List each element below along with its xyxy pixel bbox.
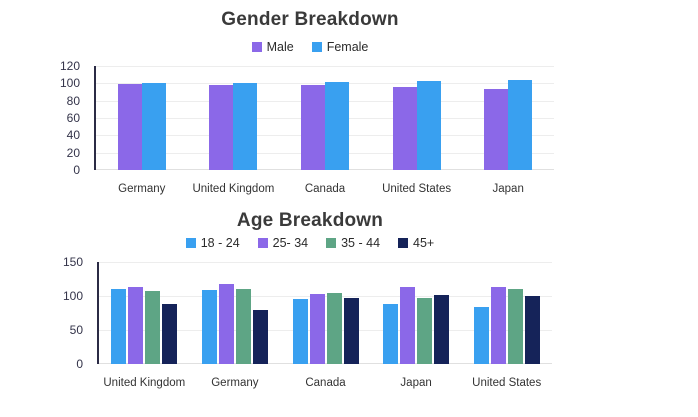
gender-chart-legend: Male Female xyxy=(0,40,620,54)
y-tick-label: 100 xyxy=(59,76,80,91)
bar-age-canada-s2 xyxy=(326,293,342,364)
y-tick-label: 20 xyxy=(66,145,80,160)
x-axis-baseline xyxy=(99,363,552,364)
legend-item-age-3: 45+ xyxy=(398,236,434,250)
legend-swatch-icon xyxy=(311,42,322,52)
legend-label: 25- 34 xyxy=(272,236,309,250)
bar-age-united-kingdom-s2 xyxy=(145,291,161,364)
bar-age-japan-s3 xyxy=(434,294,450,364)
y-tick-label: 50 xyxy=(69,323,83,337)
legend-item-gender-0: Male xyxy=(251,40,294,54)
bar-age-japan-s2 xyxy=(417,298,433,364)
y-tick-label: 0 xyxy=(73,163,80,177)
bar-gender-japan-s1 xyxy=(508,79,533,170)
y-tick-label: 60 xyxy=(66,111,80,125)
y-tick-label: 120 xyxy=(59,59,80,73)
legend-swatch-icon xyxy=(326,238,337,248)
x-category-label: United States xyxy=(382,183,452,195)
bar-gender-germany-s1 xyxy=(141,82,166,170)
bar-age-germany-s0 xyxy=(201,289,217,364)
bar-age-united-kingdom-s3 xyxy=(162,303,178,364)
gridline xyxy=(99,296,552,297)
bar-age-germany-s3 xyxy=(252,309,268,364)
y-tick-label: 80 xyxy=(66,93,80,108)
bar-age-united-kingdom-s0 xyxy=(111,289,127,364)
legend-label: Female xyxy=(326,40,369,54)
bar-age-germany-s1 xyxy=(218,284,234,364)
x-category-label: United Kingdom xyxy=(192,183,275,195)
y-tick-label: 100 xyxy=(62,289,83,303)
bar-age-united-states-s0 xyxy=(473,306,489,364)
gridline xyxy=(96,66,554,67)
bar-gender-canada-s0 xyxy=(301,85,325,170)
legend-swatch-icon xyxy=(257,238,268,248)
gender-chart-plot xyxy=(96,66,554,170)
legend-label: 35 - 44 xyxy=(341,236,381,250)
bar-age-germany-s2 xyxy=(235,289,251,364)
legend-label: 45+ xyxy=(413,236,435,250)
x-category-label: Canada xyxy=(305,377,346,389)
bar-age-canada-s0 xyxy=(292,299,308,364)
bar-age-canada-s1 xyxy=(309,294,325,364)
bar-age-japan-s1 xyxy=(400,287,416,364)
legend-swatch-icon xyxy=(251,42,262,52)
gender-chart-title: Gender Breakdown xyxy=(221,9,399,30)
y-tick-label: 0 xyxy=(76,357,83,371)
bar-age-united-states-s2 xyxy=(507,289,523,364)
bar-gender-united-kingdom-s0 xyxy=(209,85,234,170)
legend-item-age-0: 18 - 24 xyxy=(185,236,240,250)
y-axis-line xyxy=(97,262,99,364)
y-axis-line xyxy=(94,66,96,170)
x-category-label: Germany xyxy=(118,183,166,195)
legend-item-gender-1: Female xyxy=(311,40,369,54)
age-chart-plot xyxy=(99,262,552,364)
gridline xyxy=(99,262,552,263)
x-category-label: Germany xyxy=(211,377,259,389)
legend-label: Male xyxy=(266,40,294,54)
y-tick-label: 40 xyxy=(66,128,80,143)
bar-gender-germany-s0 xyxy=(117,84,142,170)
x-category-label: United States xyxy=(472,377,542,389)
x-category-label: Japan xyxy=(400,377,432,389)
legend-swatch-icon xyxy=(398,238,409,248)
age-chart-legend: 18 - 24 25- 34 35 - 44 45+ xyxy=(0,236,620,250)
bar-age-united-states-s3 xyxy=(524,296,540,364)
bar-age-canada-s3 xyxy=(343,298,359,364)
bar-age-united-kingdom-s1 xyxy=(128,286,144,364)
legend-item-age-2: 35 - 44 xyxy=(326,236,380,250)
y-tick-label: 150 xyxy=(62,255,83,269)
legend-swatch-icon xyxy=(185,238,196,248)
x-category-label: Canada xyxy=(304,183,346,195)
bar-gender-japan-s0 xyxy=(484,88,509,170)
legend-item-age-1: 25- 34 xyxy=(257,236,309,250)
legend-label: 18 - 24 xyxy=(200,236,240,250)
bar-gender-united-states-s1 xyxy=(416,80,441,170)
bar-gender-united-states-s0 xyxy=(392,86,417,170)
age-chart-title: Age Breakdown xyxy=(236,210,384,231)
x-category-label: United Kingdom xyxy=(103,377,186,389)
x-category-label: Japan xyxy=(492,183,524,195)
bar-age-united-states-s1 xyxy=(490,287,506,364)
bar-gender-united-kingdom-s1 xyxy=(233,82,258,170)
bar-gender-canada-s1 xyxy=(325,81,349,170)
bar-age-japan-s0 xyxy=(383,304,399,364)
gridline xyxy=(99,330,552,331)
